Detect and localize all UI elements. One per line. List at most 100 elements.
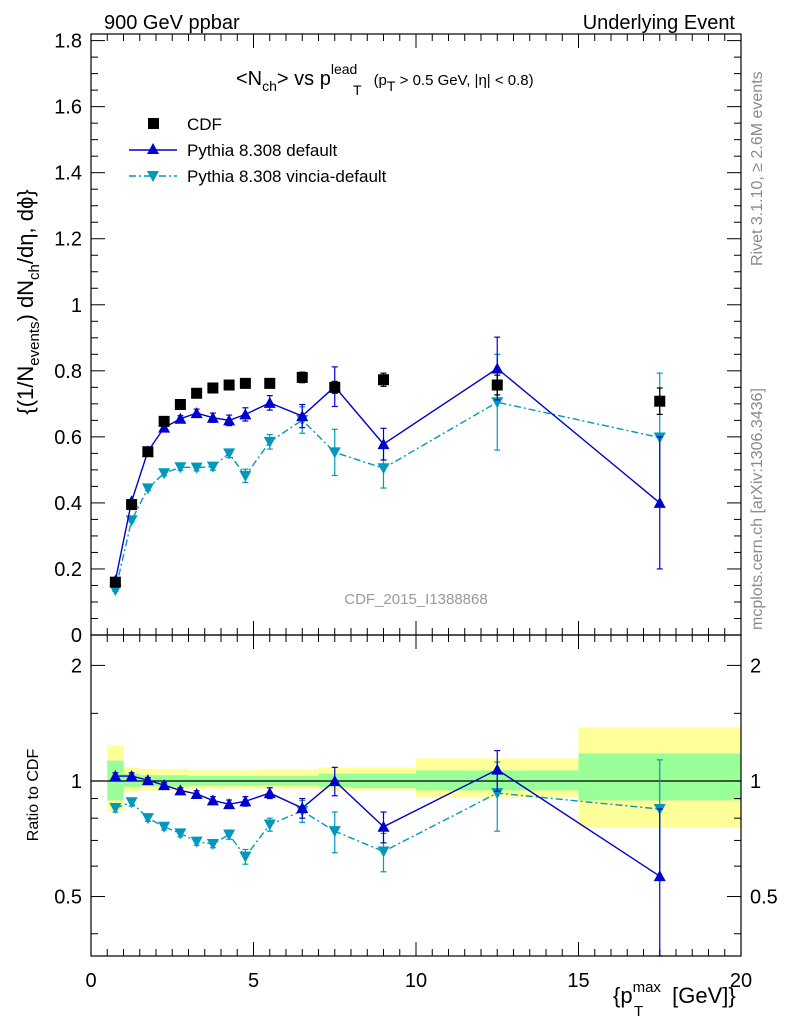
ratio-y-axis-title: Ratio to CDF [25, 749, 42, 842]
data-point-triangle-up [141, 774, 154, 786]
header-right: Underlying Event [583, 12, 736, 34]
ratio-x-ticks: 0 5 10 15 20 [85, 635, 752, 992]
x-tick-label: 15 [567, 970, 589, 992]
data-point-triangle-up [206, 794, 219, 806]
y-tick-label-left: 2 [71, 655, 82, 677]
title-sub-T: T [353, 82, 362, 98]
main-series-layer [109, 336, 666, 597]
ytitle-b: ) dN [13, 280, 38, 322]
y-tick-label: 0.4 [54, 493, 82, 515]
y-tick-label-right: 2 [750, 655, 761, 677]
ratio-uncertainty-bands [107, 727, 741, 828]
y-tick-label: 0 [71, 625, 82, 647]
data-point-triangle-up [263, 396, 276, 408]
data-point-triangle-down [377, 463, 390, 475]
ytitle-a-sub: events [26, 322, 43, 366]
ytitle-c: /dη, dϕ} [13, 189, 38, 264]
x-tick-label: 5 [248, 970, 259, 992]
analysis-watermark: CDF_2015_I1388868 [344, 591, 487, 608]
series-line [115, 792, 660, 858]
data-point-triangle-up [223, 414, 236, 426]
data-point-triangle-down [263, 436, 276, 448]
data-point-square [296, 371, 308, 383]
data-point-triangle-down [263, 819, 276, 831]
title-cut-sub: T [387, 78, 396, 94]
data-point-square [158, 415, 170, 427]
data-point-square [207, 382, 219, 394]
data-point-triangle-up [174, 412, 187, 424]
data-point-triangle-down [109, 585, 122, 597]
main-y-ticks: 0 0.2 0.4 0.6 0.8 1 1.2 1.4 1.6 1.8 [54, 31, 741, 647]
main-title: <Nch> vs plead T(pT > 0.5 GeV, |η| < 0.8) [236, 61, 534, 98]
main-panel: 00.20.40.60.811.21.41.61.8 <Nch> vs plea… [13, 31, 742, 647]
x-tick-label: 0 [85, 970, 96, 992]
data-point-triangle-down [223, 829, 236, 841]
header-left: 900 GeV ppbar [104, 12, 240, 34]
data-point-triangle-down [174, 828, 187, 840]
data-point-triangle-down [239, 470, 252, 482]
data-point-triangle-up [158, 779, 171, 791]
y-tick-label: 1.4 [54, 163, 82, 185]
xtitle-open: {p [613, 983, 633, 1008]
title-lhs-sub: ch [262, 78, 277, 94]
data-point-triangle-down [125, 797, 138, 809]
data-point-triangle-up [158, 421, 171, 433]
data-point-triangle-up [206, 411, 219, 423]
data-point-triangle-down [141, 813, 154, 825]
data-point-triangle-up [263, 787, 276, 799]
y-tick-label: 0.6 [54, 427, 82, 449]
data-point-triangle-up [377, 820, 390, 832]
data-point-triangle-down [328, 826, 341, 838]
data-point-triangle-up [296, 410, 309, 422]
data-point-triangle-up [174, 784, 187, 796]
x-tick-label: 10 [405, 970, 427, 992]
data-point-triangle-up [491, 763, 504, 775]
data-point-square [491, 379, 503, 391]
legend-marker-default [147, 143, 159, 154]
y-tick-label: 1.6 [54, 97, 82, 119]
side-label-top: Rivet 3.1.10, ≥ 2.6M events [749, 71, 766, 266]
data-point-square [191, 387, 203, 399]
data-point-triangle-down [377, 846, 390, 858]
data-point-triangle-down [158, 821, 171, 833]
legend-marker-cdf [148, 118, 159, 129]
main-x-ticks [90, 34, 742, 635]
x-axis-title: {pmax T [GeV]} [613, 979, 736, 1020]
ratio-panel: 0 5 10 15 20 0.5 0.5 1 1 2 2 Ratio to CDF {pmax T … [25, 634, 778, 1020]
data-point-square [126, 499, 138, 511]
data-point-square [174, 399, 186, 411]
xtitle-sup: max [633, 979, 662, 996]
title-mid: > vs p [277, 68, 331, 90]
series-line [114, 367, 661, 581]
data-point-triangle-down [206, 839, 219, 851]
data-point-triangle-down [328, 447, 341, 459]
data-point-triangle-up [653, 870, 666, 882]
main-y-axis-title: {(1/Nevents) dNch/dη, dϕ} [13, 189, 43, 414]
data-point-square [239, 377, 251, 389]
data-point-square [109, 576, 121, 588]
data-point-triangle-down [158, 468, 171, 480]
y-tick-label: 0.2 [54, 559, 82, 581]
data-point-square [329, 381, 341, 393]
title-lhs: <N [236, 68, 262, 90]
data-point-triangle-up [239, 795, 252, 807]
data-point-triangle-down [190, 462, 203, 474]
y-tick-label: 1.2 [54, 229, 82, 251]
legend-label-default: Pythia 8.308 default [187, 141, 338, 160]
y-tick-label: 1 [71, 295, 82, 317]
data-point-square [264, 377, 276, 389]
ratio-series-layer [109, 749, 666, 957]
y-tick-label-right: 1 [750, 771, 761, 793]
title-sup-lead: lead [331, 61, 357, 77]
data-point-triangle-down [190, 836, 203, 848]
data-point-triangle-up [190, 407, 203, 419]
data-point-triangle-down [223, 448, 236, 460]
data-point-triangle-down [206, 461, 219, 473]
y-tick-label-left: 0.5 [54, 887, 82, 909]
data-point-square [654, 395, 666, 407]
legend-label-cdf: CDF [187, 115, 222, 134]
ratio-y-ticks: 0.5 0.5 1 1 2 2 [54, 655, 778, 935]
data-point-triangle-up [653, 496, 666, 508]
xtitle-rest: [GeV]} [666, 983, 736, 1008]
data-point-triangle-down [141, 483, 154, 495]
